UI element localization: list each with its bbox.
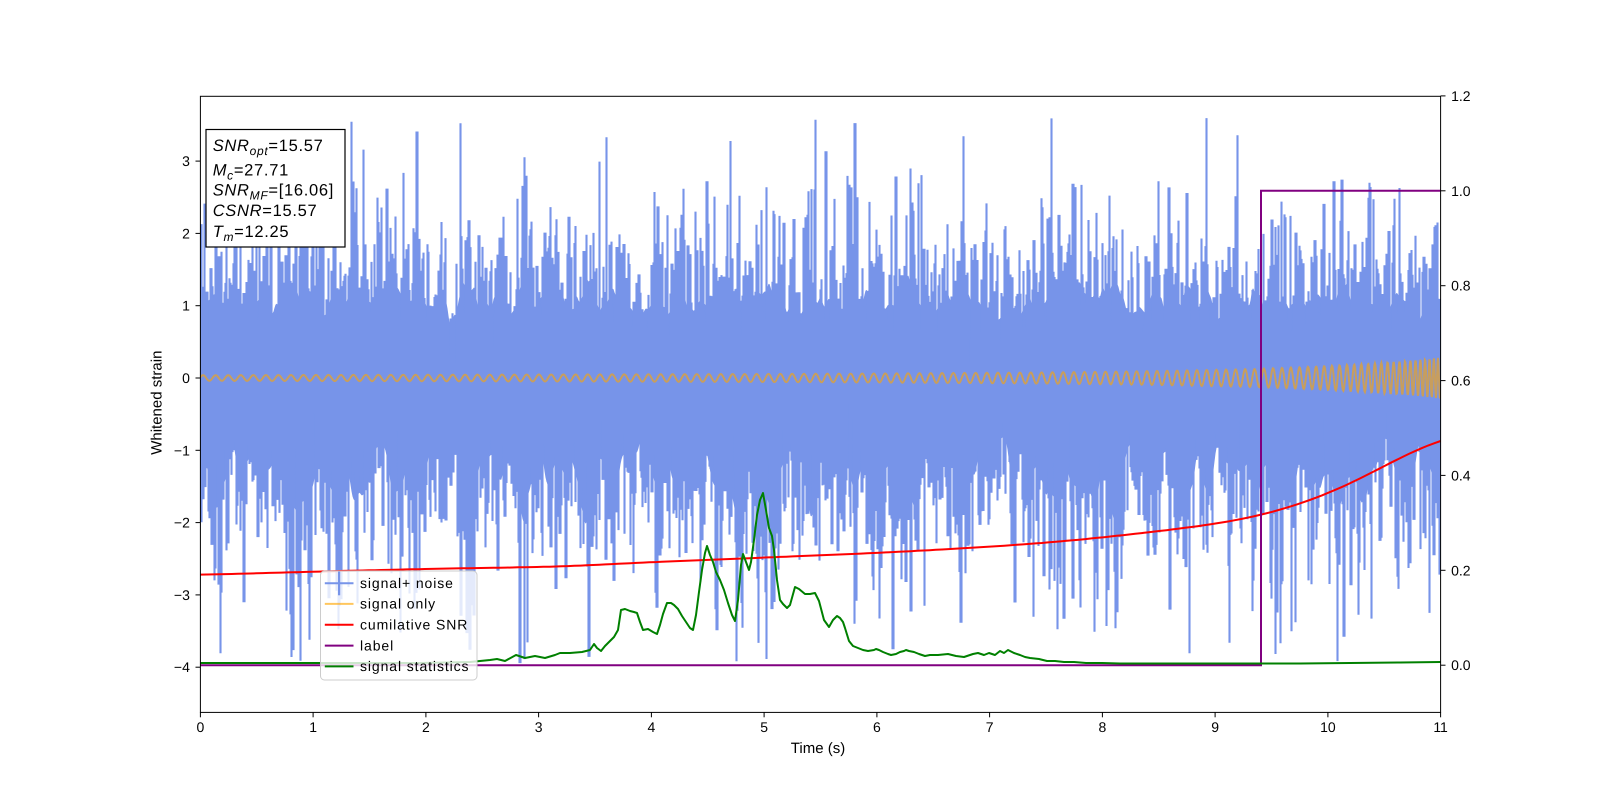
svg-text:0.8: 0.8 (1451, 278, 1471, 294)
svg-text:1: 1 (309, 719, 317, 735)
svg-text:−2: −2 (174, 515, 190, 531)
svg-text:signal+ noise: signal+ noise (360, 575, 454, 591)
svg-text:signal only: signal only (360, 596, 436, 612)
svg-text:0.0: 0.0 (1451, 657, 1471, 673)
svg-text:1.2: 1.2 (1451, 88, 1471, 104)
svg-text:Mc=27.71: Mc=27.71 (213, 161, 289, 182)
svg-text:CSNR=15.57: CSNR=15.57 (213, 202, 318, 220)
svg-text:3: 3 (535, 719, 543, 735)
svg-text:1: 1 (182, 298, 190, 314)
svg-text:0.6: 0.6 (1451, 373, 1471, 389)
svg-text:cumilative SNR: cumilative SNR (360, 616, 468, 632)
svg-text:11: 11 (1433, 719, 1448, 735)
svg-text:0: 0 (182, 370, 190, 386)
svg-text:0: 0 (197, 719, 205, 735)
svg-text:7: 7 (986, 719, 994, 735)
svg-text:4: 4 (648, 719, 656, 735)
svg-text:1.0: 1.0 (1451, 183, 1471, 199)
svg-text:−3: −3 (174, 587, 190, 603)
svg-text:10: 10 (1320, 719, 1336, 735)
svg-text:0.2: 0.2 (1451, 562, 1471, 578)
svg-text:0.4: 0.4 (1451, 467, 1471, 483)
svg-text:2: 2 (422, 719, 430, 735)
svg-text:label: label (360, 637, 394, 653)
svg-text:Time (s): Time (s) (791, 740, 845, 757)
svg-text:Whitened strain: Whitened strain (149, 351, 166, 455)
svg-text:9: 9 (1211, 719, 1219, 735)
svg-text:3: 3 (182, 153, 190, 169)
svg-text:8: 8 (1099, 719, 1107, 735)
svg-text:−4: −4 (174, 659, 190, 675)
svg-text:5: 5 (760, 719, 768, 735)
svg-text:2: 2 (182, 225, 190, 241)
svg-text:SNRMF=[16.06]: SNRMF=[16.06] (213, 182, 334, 203)
svg-text:SNRopt=15.57: SNRopt=15.57 (213, 137, 324, 158)
svg-text:6: 6 (873, 719, 881, 735)
svg-text:signal statistics: signal statistics (360, 658, 469, 674)
svg-text:−1: −1 (174, 442, 190, 458)
